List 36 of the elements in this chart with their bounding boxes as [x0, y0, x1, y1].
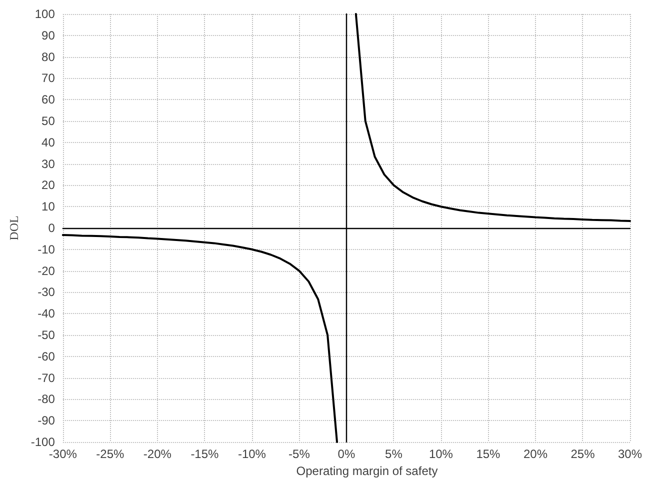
x-tick-label: -15% — [190, 447, 220, 461]
y-tick-label: 30 — [42, 156, 56, 171]
y-tick-label: -80 — [38, 392, 56, 406]
y-tick-label: 100 — [34, 7, 56, 21]
x-tick-label: 5% — [385, 447, 403, 461]
x-tick-label: 20% — [523, 447, 548, 461]
x-tick-label: 30% — [618, 447, 642, 461]
y-tick-label: 90 — [42, 28, 56, 42]
y-tick-label: -100 — [30, 435, 56, 449]
x-tick-label: -5% — [288, 447, 310, 461]
x-tick-label: -30% — [48, 447, 78, 461]
y-tick-label: 20 — [42, 178, 56, 192]
x-tick-label: 15% — [476, 447, 501, 461]
y-tick-label: -60 — [38, 349, 56, 364]
x-tick-label: -10% — [238, 447, 266, 461]
x-tick-label: 10% — [428, 447, 454, 461]
y-tick-label: -70 — [38, 370, 56, 385]
y-tick-label: 70 — [42, 71, 56, 86]
y-tick-label: 60 — [42, 92, 56, 107]
y-tick-label: -30 — [38, 285, 56, 300]
x-tick-label: 25% — [570, 447, 596, 461]
x-tick-label: 0% — [338, 447, 356, 461]
y-tick-label: -50 — [38, 328, 56, 342]
y-tick-label: 50 — [42, 114, 56, 128]
y-tick-label: 40 — [42, 135, 56, 150]
x-tick-label: -20% — [143, 447, 172, 461]
y-tick-label: -10 — [38, 242, 56, 256]
y-tick-label: 80 — [42, 50, 56, 64]
y-tick-label: -40 — [38, 306, 56, 321]
x-axis-title: Operating margin of safety — [296, 464, 438, 478]
y-tick-label: 10 — [42, 200, 56, 214]
y-tick-label: -90 — [38, 414, 56, 428]
x-tick-label: -25% — [96, 447, 125, 461]
y-tick-label: -20 — [38, 264, 56, 278]
y-axis-title: DOL — [7, 216, 21, 240]
y-tick-label: 0 — [48, 221, 56, 235]
